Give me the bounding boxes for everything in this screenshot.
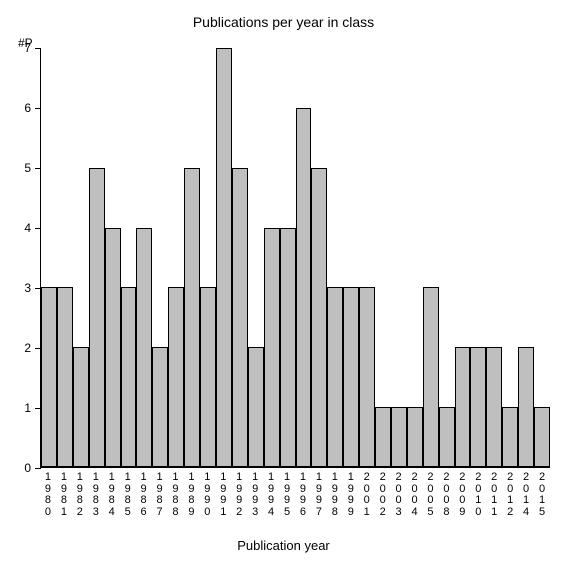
x-tick-label: 2014 xyxy=(518,472,534,518)
x-tick-label: 2002 xyxy=(375,472,391,518)
bar xyxy=(518,347,534,467)
bar xyxy=(423,287,439,467)
plot-area: 01234567 xyxy=(40,48,550,468)
bar xyxy=(184,168,200,467)
bars-group xyxy=(41,48,550,467)
x-tick-label: 1995 xyxy=(279,472,295,518)
bar xyxy=(152,347,168,467)
x-tick-label: 2010 xyxy=(470,472,486,518)
x-tick-label: 1994 xyxy=(263,472,279,518)
x-tick-label: 2012 xyxy=(502,472,518,518)
bar xyxy=(439,407,455,467)
y-tick-label: 5 xyxy=(24,161,31,175)
x-tick-label: 1987 xyxy=(152,472,168,518)
x-tick-label: 2004 xyxy=(407,472,423,518)
bar xyxy=(73,347,89,467)
bar xyxy=(296,108,312,467)
bar xyxy=(232,168,248,467)
x-tick-label: 2003 xyxy=(391,472,407,518)
bar xyxy=(168,287,184,467)
bar xyxy=(89,168,105,467)
x-tick-label: 1998 xyxy=(327,472,343,518)
x-tick-label: 1984 xyxy=(104,472,120,518)
x-tick-label: 1983 xyxy=(88,472,104,518)
bar xyxy=(200,287,216,467)
x-axis-title: Publication year xyxy=(0,538,567,553)
chart-title: Publications per year in class xyxy=(0,14,567,30)
bar xyxy=(407,407,423,467)
bar xyxy=(359,287,375,467)
x-tick-label: 2001 xyxy=(359,472,375,518)
x-tick-label: 1996 xyxy=(295,472,311,518)
x-tick-label: 1986 xyxy=(136,472,152,518)
bar xyxy=(327,287,343,467)
bar xyxy=(534,407,550,467)
x-labels-group: 1980198119821983198419851986198719881989… xyxy=(40,472,550,518)
x-tick-label: 2005 xyxy=(423,472,439,518)
x-tick-label: 1990 xyxy=(199,472,215,518)
bar xyxy=(486,347,502,467)
x-tick-label: 1999 xyxy=(343,472,359,518)
bar xyxy=(57,287,73,467)
y-tick-label: 4 xyxy=(24,221,31,235)
x-tick-label: 1982 xyxy=(72,472,88,518)
bar xyxy=(264,228,280,467)
bar xyxy=(280,228,296,467)
x-tick-label: 2009 xyxy=(454,472,470,518)
x-tick-label: 2008 xyxy=(438,472,454,518)
x-tick-label: 1997 xyxy=(311,472,327,518)
x-tick-label: 2015 xyxy=(534,472,550,518)
bar xyxy=(343,287,359,467)
y-tick-label: 6 xyxy=(24,101,31,115)
y-tick-label: 0 xyxy=(24,461,31,475)
x-tick-label: 1992 xyxy=(231,472,247,518)
bar xyxy=(216,48,232,467)
bar xyxy=(502,407,518,467)
x-tick-label: 1993 xyxy=(247,472,263,518)
y-tick-label: 7 xyxy=(24,41,31,55)
bar xyxy=(375,407,391,467)
bar xyxy=(105,228,121,467)
x-tick-label: 1985 xyxy=(120,472,136,518)
chart-container: Publications per year in class #P 012345… xyxy=(0,0,567,567)
x-tick-label: 1989 xyxy=(183,472,199,518)
bar xyxy=(311,168,327,467)
x-tick-label: 1981 xyxy=(56,472,72,518)
bar xyxy=(470,347,486,467)
x-tick-label: 1988 xyxy=(168,472,184,518)
x-tick-label: 2011 xyxy=(486,472,502,518)
y-tick xyxy=(35,468,41,469)
y-tick-label: 2 xyxy=(24,341,31,355)
bar xyxy=(121,287,137,467)
bar xyxy=(248,347,264,467)
bar xyxy=(136,228,152,467)
y-tick-label: 3 xyxy=(24,281,31,295)
bar xyxy=(391,407,407,467)
x-tick-label: 1991 xyxy=(215,472,231,518)
x-tick-label: 1980 xyxy=(40,472,56,518)
bar xyxy=(455,347,471,467)
y-tick-label: 1 xyxy=(24,401,31,415)
bar xyxy=(41,287,57,467)
